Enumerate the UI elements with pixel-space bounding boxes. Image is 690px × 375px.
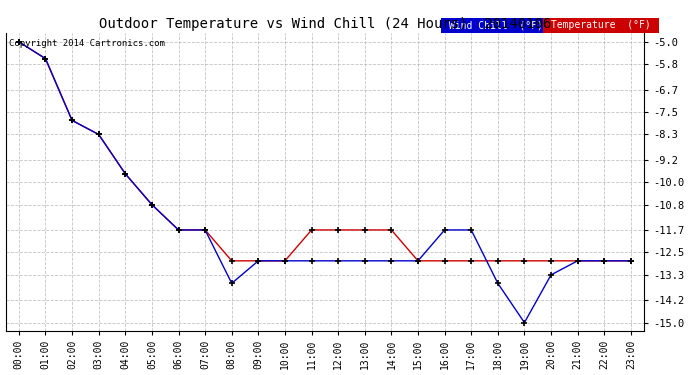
Text: Temperature  (°F): Temperature (°F) [545, 20, 657, 30]
Text: Copyright 2014 Cartronics.com: Copyright 2014 Cartronics.com [9, 39, 165, 48]
Text: Wind Chill  (°F): Wind Chill (°F) [443, 20, 549, 30]
Title: Outdoor Temperature vs Wind Chill (24 Hours)  20140106: Outdoor Temperature vs Wind Chill (24 Ho… [99, 17, 551, 31]
